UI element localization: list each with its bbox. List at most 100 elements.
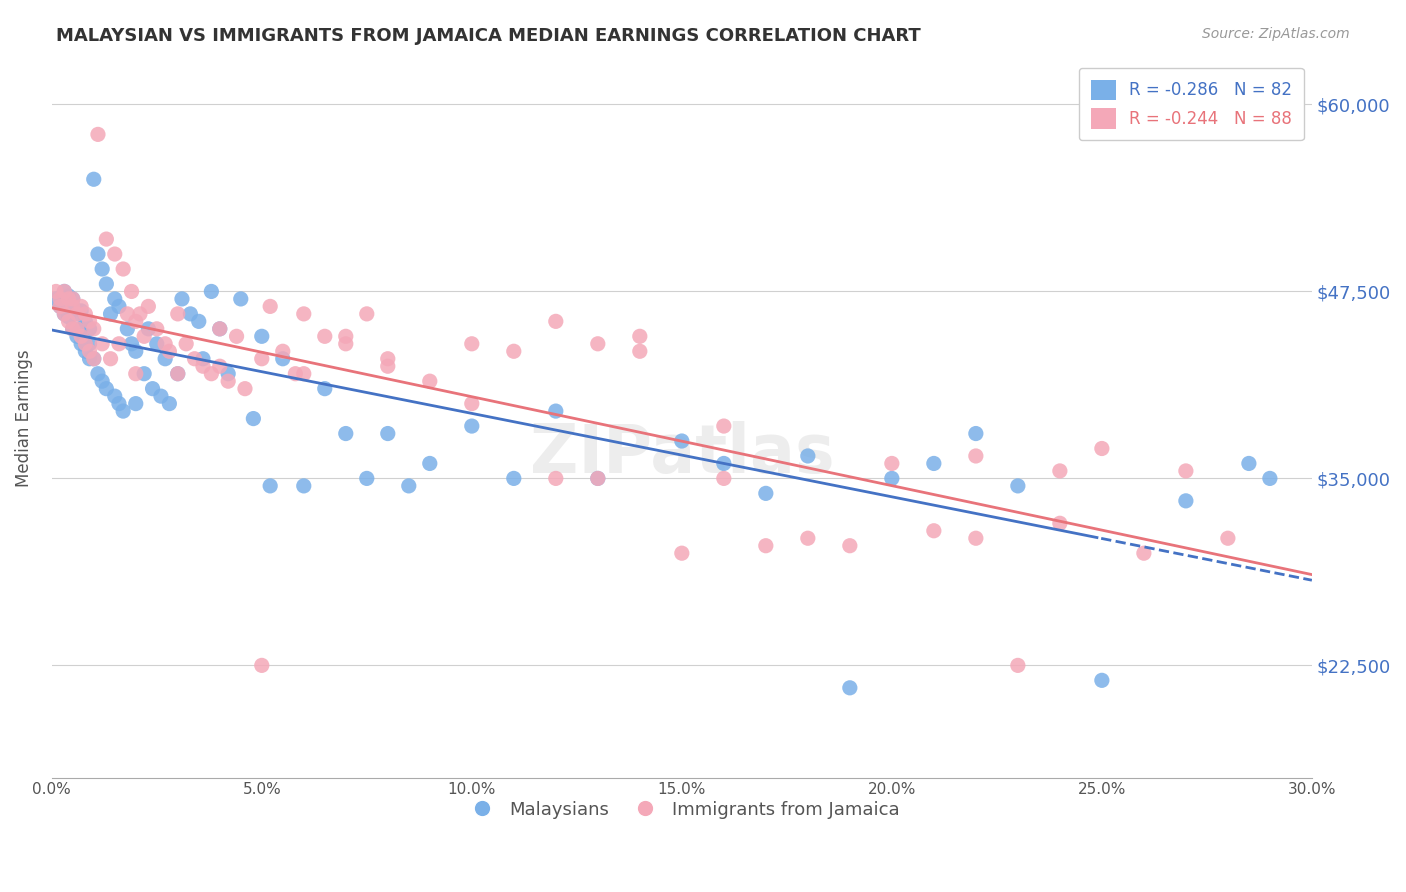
Point: [58, 314, 80, 328]
Point: [502, 471, 524, 485]
Point: [183, 351, 205, 366]
Point: [398, 479, 420, 493]
Point: [377, 426, 399, 441]
Point: [79, 322, 101, 336]
Point: [377, 351, 399, 366]
Point: [58, 289, 80, 303]
Point: [292, 307, 315, 321]
Point: [419, 374, 441, 388]
Point: [250, 658, 273, 673]
Point: [121, 285, 143, 299]
Point: [461, 336, 484, 351]
Point: [157, 396, 180, 410]
Point: [271, 344, 294, 359]
Point: [292, 367, 315, 381]
Point: [75, 344, 97, 359]
Point: [208, 322, 231, 336]
Point: [70, 299, 93, 313]
Point: [225, 329, 247, 343]
Point: [1049, 516, 1071, 531]
Point: [125, 396, 148, 410]
Point: [100, 307, 122, 321]
Point: [96, 232, 118, 246]
Point: [108, 336, 131, 351]
Point: [335, 426, 357, 441]
Point: [104, 247, 127, 261]
Point: [628, 329, 651, 343]
Point: [1049, 464, 1071, 478]
Point: [713, 457, 735, 471]
Point: [179, 307, 201, 321]
Point: [755, 539, 778, 553]
Point: [314, 329, 336, 343]
Point: [49, 292, 72, 306]
Point: [104, 389, 127, 403]
Point: [356, 471, 378, 485]
Point: [108, 396, 131, 410]
Point: [157, 344, 180, 359]
Point: [502, 344, 524, 359]
Point: [70, 322, 93, 336]
Point: [129, 307, 152, 321]
Point: [149, 389, 172, 403]
Point: [880, 457, 903, 471]
Point: [70, 329, 93, 343]
Point: [250, 329, 273, 343]
Point: [75, 336, 97, 351]
Point: [117, 322, 139, 336]
Point: [671, 434, 693, 448]
Point: [117, 307, 139, 321]
Point: [922, 524, 945, 538]
Point: [62, 322, 84, 336]
Point: [797, 531, 820, 545]
Y-axis label: Median Earnings: Median Earnings: [15, 350, 32, 487]
Point: [880, 471, 903, 485]
Point: [138, 322, 160, 336]
Point: [91, 374, 114, 388]
Point: [271, 351, 294, 366]
Point: [70, 304, 93, 318]
Point: [125, 344, 148, 359]
Text: MALAYSIAN VS IMMIGRANTS FROM JAMAICA MEDIAN EARNINGS CORRELATION CHART: MALAYSIAN VS IMMIGRANTS FROM JAMAICA MED…: [56, 27, 921, 45]
Point: [1174, 493, 1197, 508]
Point: [112, 404, 135, 418]
Point: [53, 307, 76, 321]
Legend: Malaysians, Immigrants from Jamaica: Malaysians, Immigrants from Jamaica: [457, 794, 907, 826]
Point: [62, 292, 84, 306]
Point: [75, 314, 97, 328]
Point: [62, 292, 84, 306]
Point: [79, 336, 101, 351]
Point: [96, 382, 118, 396]
Point: [259, 479, 281, 493]
Point: [671, 546, 693, 560]
Point: [1007, 658, 1029, 673]
Point: [53, 285, 76, 299]
Point: [62, 299, 84, 313]
Point: [125, 314, 148, 328]
Point: [356, 307, 378, 321]
Point: [138, 299, 160, 313]
Point: [87, 128, 110, 142]
Point: [45, 292, 67, 306]
Point: [79, 351, 101, 366]
Point: [233, 382, 256, 396]
Point: [83, 322, 105, 336]
Point: [217, 374, 239, 388]
Point: [229, 292, 252, 306]
Point: [200, 367, 222, 381]
Point: [79, 314, 101, 328]
Point: [142, 382, 165, 396]
Point: [153, 336, 176, 351]
Point: [284, 367, 307, 381]
Point: [208, 359, 231, 374]
Point: [1258, 471, 1281, 485]
Point: [91, 336, 114, 351]
Point: [49, 299, 72, 313]
Point: [335, 329, 357, 343]
Point: [166, 367, 188, 381]
Point: [70, 336, 93, 351]
Point: [1091, 673, 1114, 688]
Point: [755, 486, 778, 500]
Point: [45, 285, 67, 299]
Point: [83, 172, 105, 186]
